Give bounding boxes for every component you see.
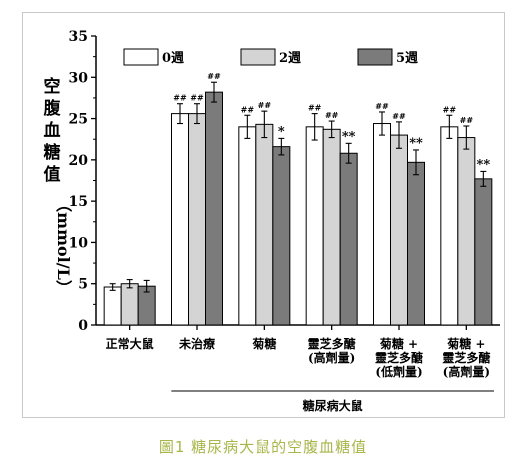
y-axis-title-char: 值 bbox=[44, 164, 61, 185]
x-tick-label: 靈芝多醣 bbox=[308, 336, 356, 351]
x-tick-label: 菊糖 + bbox=[446, 336, 485, 351]
y-axis-title-char: 糖 bbox=[44, 142, 61, 163]
x-tick-label: (高劑量) bbox=[443, 364, 490, 379]
x-tick-label: 正常大鼠 bbox=[106, 336, 154, 351]
significance-label: ## bbox=[190, 93, 204, 103]
significance-label: ## bbox=[258, 100, 272, 110]
bar bbox=[322, 128, 341, 326]
legend-label: 0週 bbox=[162, 51, 184, 66]
y-axis-title-char: 空 bbox=[44, 76, 61, 97]
significance-label: * bbox=[278, 124, 285, 139]
bar bbox=[305, 126, 324, 326]
bar bbox=[339, 152, 358, 326]
significance-label: ## bbox=[460, 115, 474, 125]
bar bbox=[390, 134, 408, 326]
y-axis-title-unit: （mmol/L） bbox=[54, 196, 73, 296]
legend-swatch bbox=[123, 48, 159, 66]
significance-label: ## bbox=[392, 111, 406, 121]
x-tick-label: (低劑量) bbox=[375, 364, 422, 379]
y-tick-label: 0 bbox=[78, 318, 88, 334]
x-tick-label: 靈芝多醣 bbox=[442, 350, 490, 365]
significance-label: ** bbox=[409, 136, 423, 151]
legend-label: 5週 bbox=[396, 51, 418, 66]
x-tick-label: 菊糖 + bbox=[379, 336, 418, 351]
significance-label: ** bbox=[342, 129, 356, 144]
y-axis-title-char: 腹 bbox=[44, 98, 62, 119]
significance-label: ## bbox=[241, 104, 255, 114]
legend-swatch bbox=[240, 48, 276, 66]
bar bbox=[474, 178, 493, 326]
bar bbox=[188, 113, 206, 326]
x-tick-label: 菊糖 bbox=[251, 336, 276, 351]
significance-label: ## bbox=[173, 93, 187, 103]
y-tick-label: 20 bbox=[69, 153, 89, 169]
y-tick-label: 5 bbox=[78, 277, 88, 293]
significance-label: ## bbox=[308, 103, 322, 113]
bar bbox=[440, 126, 459, 326]
bar bbox=[171, 113, 189, 326]
y-tick-label: 30 bbox=[69, 70, 89, 86]
figure-caption: 圖1 糖尿病大鼠的空腹血糖值 bbox=[158, 438, 368, 456]
bar bbox=[238, 126, 257, 326]
bar bbox=[457, 137, 476, 326]
x-tick-label: 靈芝多醣 bbox=[375, 350, 423, 365]
bar bbox=[373, 123, 391, 326]
y-tick-label: 15 bbox=[69, 194, 88, 210]
bar bbox=[407, 161, 425, 326]
y-tick-label: 10 bbox=[69, 235, 89, 251]
bar bbox=[103, 286, 122, 326]
legend-label: 2週 bbox=[279, 51, 301, 66]
y-axis-title-char: 血 bbox=[44, 120, 61, 141]
significance-label: ## bbox=[207, 71, 221, 81]
significance-label: ## bbox=[325, 110, 339, 120]
significance-label: ## bbox=[443, 104, 457, 114]
significance-label: ** bbox=[477, 157, 491, 172]
y-tick-label: 35 bbox=[69, 29, 88, 45]
bar bbox=[120, 283, 139, 326]
y-tick-label: 25 bbox=[69, 112, 88, 128]
bar bbox=[205, 91, 223, 326]
bar bbox=[255, 123, 274, 326]
x-tick-label: 未治療 bbox=[178, 336, 215, 351]
bar bbox=[272, 146, 291, 326]
x-tick-label: (高劑量) bbox=[308, 350, 355, 365]
significance-label: ## bbox=[375, 101, 389, 111]
group-label: 糖尿病大鼠 bbox=[303, 398, 363, 413]
legend-swatch bbox=[357, 48, 393, 66]
